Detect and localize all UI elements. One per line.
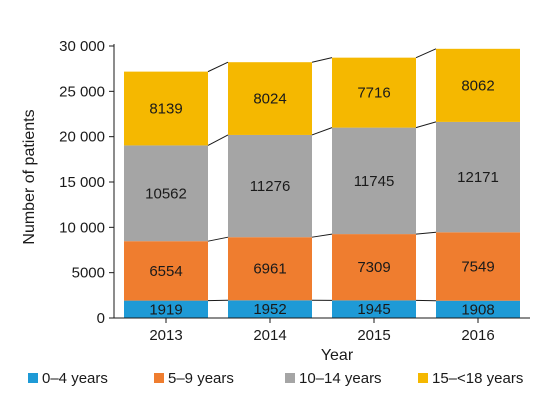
connector-line bbox=[312, 234, 332, 237]
data-label: 1952 bbox=[253, 301, 286, 318]
connector-line bbox=[416, 122, 436, 128]
legend-swatch bbox=[285, 373, 295, 383]
connector-line bbox=[312, 58, 332, 63]
data-label: 12171 bbox=[457, 169, 499, 186]
x-tick-label: 2016 bbox=[461, 327, 494, 344]
data-label: 7549 bbox=[461, 258, 494, 275]
data-label: 1908 bbox=[461, 301, 494, 318]
legend: 0–4 years 5–9 years 10–14 years 15–<18 year… bbox=[28, 370, 523, 387]
data-label: 8139 bbox=[149, 101, 182, 118]
data-label: 11745 bbox=[354, 173, 395, 190]
y-tick-label: 10 000 bbox=[59, 219, 105, 236]
legend-label: 5–9 years bbox=[168, 370, 234, 387]
connector-line bbox=[312, 128, 332, 135]
y-tick-label: 30 000 bbox=[59, 38, 105, 55]
legend-swatch bbox=[28, 373, 38, 383]
data-label: 1945 bbox=[357, 301, 390, 318]
y-tick-label: 5000 bbox=[72, 265, 105, 282]
y-axis-title: Number of patients bbox=[21, 109, 38, 244]
legend-label: 15–<18 years bbox=[432, 370, 523, 387]
connector-line bbox=[208, 237, 228, 241]
legend-label: 0–4 years bbox=[42, 370, 108, 387]
connector-line bbox=[416, 49, 436, 58]
y-tick-label: 0 bbox=[97, 310, 105, 327]
data-label: 6961 bbox=[253, 261, 286, 278]
data-label: 1919 bbox=[149, 301, 182, 318]
legend-swatch bbox=[418, 373, 428, 383]
data-label: 6554 bbox=[149, 263, 182, 280]
x-axis-title: Year bbox=[321, 347, 354, 364]
x-tick-label: 2015 bbox=[357, 327, 390, 344]
connector-line bbox=[208, 135, 228, 145]
data-label: 8024 bbox=[253, 91, 286, 108]
legend-swatch bbox=[154, 373, 164, 383]
data-label: 11276 bbox=[250, 178, 291, 195]
data-label: 7309 bbox=[357, 259, 390, 276]
y-tick-label: 15 000 bbox=[59, 174, 105, 191]
data-label: 7716 bbox=[357, 85, 390, 102]
x-tick-label: 2014 bbox=[253, 327, 286, 344]
connector-line bbox=[416, 232, 436, 234]
y-tick-label: 20 000 bbox=[59, 129, 105, 146]
data-label: 10562 bbox=[145, 185, 187, 202]
x-tick-label: 2013 bbox=[149, 327, 182, 344]
data-label: 8062 bbox=[461, 77, 494, 94]
y-tick-label: 25 000 bbox=[59, 83, 105, 100]
connector-line bbox=[208, 62, 228, 71]
legend-label: 10–14 years bbox=[299, 370, 382, 387]
